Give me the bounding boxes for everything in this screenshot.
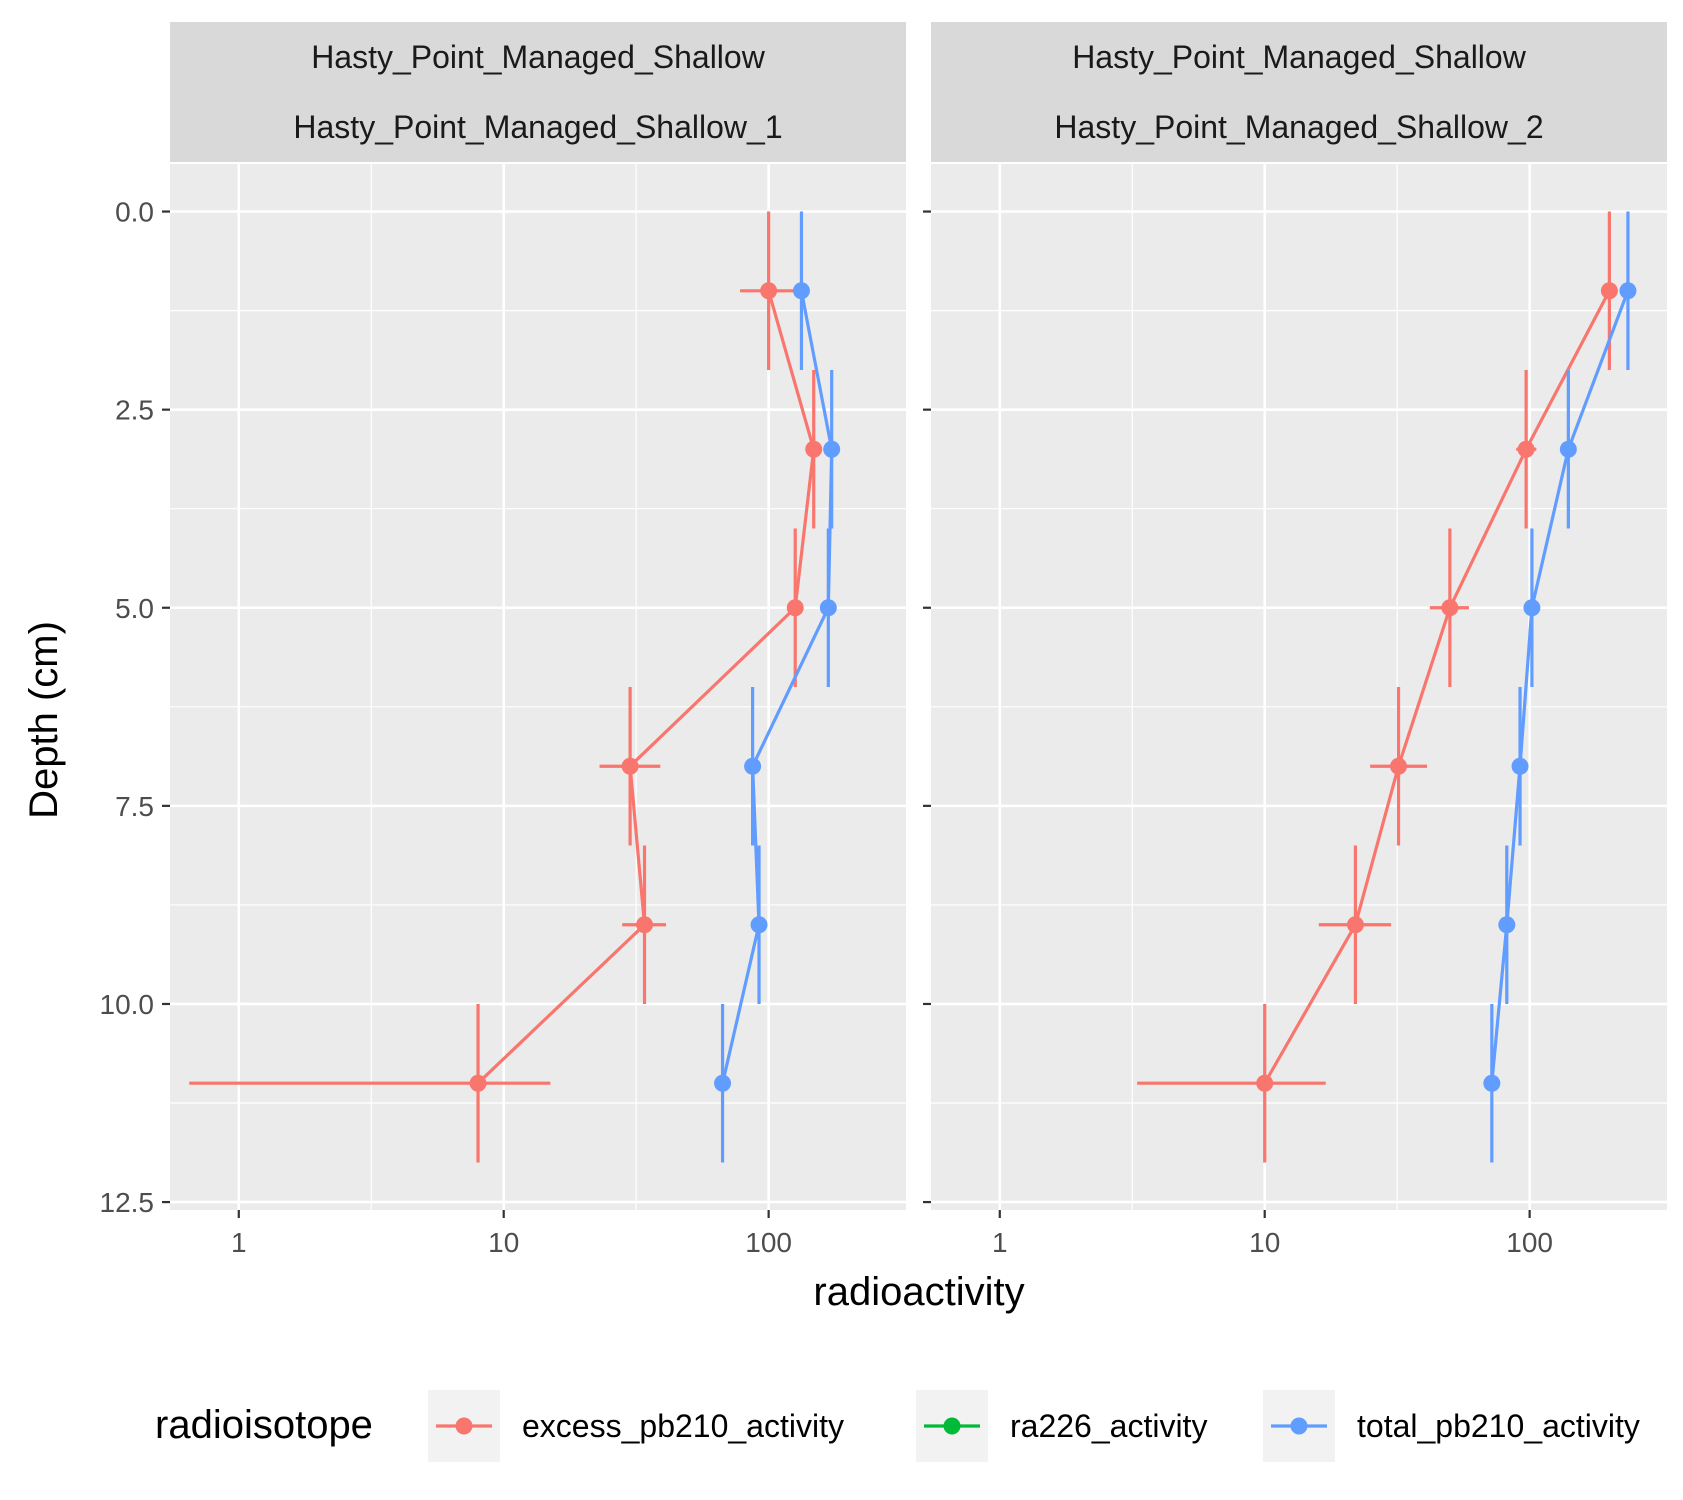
data-point [636,916,654,934]
legend-label: excess_pb210_activity [522,1408,844,1444]
series-excess_pb210_activity [189,211,823,1163]
y-tick-label: 2.5 [115,395,154,426]
legend-key-point [1290,1417,1308,1435]
data-point [792,282,810,300]
y-tick-label: 12.5 [100,1187,155,1218]
data-point [1256,1074,1274,1092]
data-point [786,599,804,617]
data-point [469,1074,487,1092]
x-tick-label: 10 [488,1227,519,1258]
legend-entries: excess_pb210_activity ra226_activity total… [428,1390,1640,1462]
panel-1: Hasty_Point_Managed_Shallow Hasty_Point_M… [170,22,906,1210]
series-total_pb210_activity [714,211,841,1163]
x-tick-label: 1 [992,1227,1008,1258]
legend-entry-excess_pb210_activity: excess_pb210_activity [428,1390,844,1462]
data-point [823,440,841,458]
panels-layer: Hasty_Point_Managed_Shallow Hasty_Point_M… [170,22,1667,1210]
data-point [714,1074,732,1092]
panel-2: Hasty_Point_Managed_Shallow Hasty_Point_M… [931,22,1667,1210]
data-point [621,757,639,775]
data-point [1390,757,1408,775]
data-point [1441,599,1459,617]
data-point [1517,440,1535,458]
legend-entry-total_pb210_activity: total_pb210_activity [1263,1390,1640,1462]
data-point [1559,440,1577,458]
facet-strip-bottom [931,92,1667,162]
axes-layer: 1 10 100 0.0 2.5 5.0 7.5 10.0 12.5 1 10 100 [100,197,1553,1258]
y-tick-label: 5.0 [115,593,154,624]
data-point [1511,757,1529,775]
x-tick-label: 1 [231,1227,247,1258]
data-point [1483,1074,1501,1092]
y-tick-label: 10.0 [100,989,155,1020]
facet-strip-top [931,22,1667,92]
x-tick-label: 100 [1506,1227,1553,1258]
y-tick-label: 7.5 [115,791,154,822]
series-line [1490,290,1630,1084]
facet-strip-label-top: Hasty_Point_Managed_Shallow [311,39,766,75]
data-point [1523,599,1541,617]
legend: radioisotope excess_pb210_activity ra226_… [155,1390,1640,1462]
legend-entry-ra226_activity: ra226_activity [916,1390,1207,1462]
data-point [744,757,762,775]
series-line [721,290,834,1084]
data-point [805,440,823,458]
facet-strip-label-bottom: Hasty_Point_Managed_Shallow_1 [293,109,782,145]
series-line [476,290,816,1085]
legend-label: ra226_activity [1010,1408,1207,1444]
data-point [819,599,837,617]
data-point [1346,916,1364,934]
series-total_pb210_activity [1483,211,1637,1163]
data-point [1619,282,1637,300]
data-point [1600,282,1618,300]
facet-strip-top [170,22,906,92]
facet-strip-bottom [170,92,906,162]
x-tick-label: 100 [745,1227,792,1258]
x-axis-title: radioactivity [813,1270,1024,1314]
legend-key-point [943,1417,961,1435]
data-point [1498,916,1516,934]
legend-label: total_pb210_activity [1357,1408,1640,1444]
y-axis-title: Depth (cm) [22,621,66,819]
legend-key-point [455,1417,473,1435]
facet-strip-label-bottom: Hasty_Point_Managed_Shallow_2 [1054,109,1543,145]
y-tick-label: 0.0 [115,197,154,228]
data-point [750,916,768,934]
legend-title: radioisotope [155,1403,373,1447]
x-tick-label: 10 [1249,1227,1280,1258]
series-line [1263,290,1611,1084]
facet-strip-label-top: Hasty_Point_Managed_Shallow [1072,39,1527,75]
panel-background [931,164,1667,1210]
data-point [760,282,778,300]
